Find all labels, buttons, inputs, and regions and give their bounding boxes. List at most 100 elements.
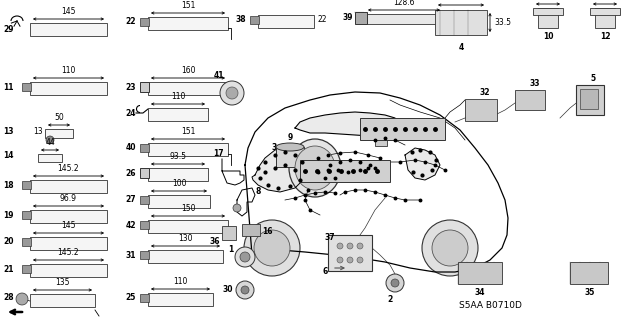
Text: 34: 34	[475, 288, 485, 297]
Bar	[148, 220, 228, 233]
Text: 12: 12	[600, 32, 611, 41]
Text: 145: 145	[61, 7, 76, 16]
Text: 16: 16	[262, 227, 273, 236]
Polygon shape	[295, 112, 398, 136]
Bar	[140, 251, 149, 259]
Bar	[30, 82, 107, 95]
Text: 14: 14	[3, 152, 14, 160]
Bar	[576, 85, 604, 115]
Text: 10: 10	[543, 32, 553, 41]
Text: 50: 50	[600, 0, 610, 1]
Text: 6: 6	[323, 268, 328, 277]
Text: 25: 25	[125, 293, 136, 302]
Bar	[148, 250, 223, 263]
Bar	[148, 195, 210, 208]
Bar	[250, 16, 259, 24]
Polygon shape	[405, 148, 440, 180]
Bar	[458, 262, 502, 284]
Text: 11: 11	[3, 83, 14, 92]
Text: 5: 5	[591, 74, 596, 83]
Text: 135: 135	[55, 278, 70, 287]
Circle shape	[16, 293, 28, 305]
Text: 42: 42	[125, 220, 136, 229]
Circle shape	[337, 243, 343, 249]
Text: 31: 31	[125, 250, 136, 259]
Ellipse shape	[289, 139, 341, 197]
Circle shape	[233, 204, 241, 212]
Text: 130: 130	[179, 234, 193, 243]
Text: 44: 44	[45, 138, 55, 147]
Text: 160: 160	[180, 66, 195, 75]
Polygon shape	[252, 148, 310, 192]
Ellipse shape	[276, 143, 304, 151]
Text: 3: 3	[272, 144, 277, 152]
Text: 110: 110	[173, 277, 188, 286]
Text: 40: 40	[125, 144, 136, 152]
Circle shape	[240, 252, 250, 262]
Text: 13: 13	[33, 127, 43, 136]
Text: 8: 8	[255, 188, 260, 197]
Text: 24: 24	[125, 108, 136, 117]
Bar	[140, 168, 149, 178]
Text: 33: 33	[530, 79, 540, 88]
Bar	[22, 83, 31, 91]
Circle shape	[46, 136, 54, 144]
Bar	[140, 196, 149, 204]
Bar	[30, 23, 107, 36]
Bar	[148, 82, 228, 95]
Bar	[22, 211, 31, 219]
Bar	[140, 82, 149, 92]
Text: 36: 36	[209, 238, 220, 247]
Text: 17: 17	[213, 149, 224, 158]
Bar	[22, 265, 31, 273]
Text: 20: 20	[3, 238, 14, 247]
Bar	[30, 294, 95, 307]
Circle shape	[386, 274, 404, 292]
Bar	[45, 129, 73, 138]
Bar	[148, 293, 213, 306]
Text: 7: 7	[328, 243, 334, 253]
Text: 110: 110	[171, 92, 185, 101]
Text: 50: 50	[54, 113, 64, 122]
Bar	[365, 14, 443, 24]
Bar	[258, 15, 314, 28]
Circle shape	[422, 220, 478, 276]
Bar	[375, 136, 387, 146]
Bar	[30, 180, 107, 193]
Text: 2: 2	[387, 295, 392, 304]
Circle shape	[357, 257, 363, 263]
Text: 33.5: 33.5	[494, 18, 511, 27]
Text: 22: 22	[125, 18, 136, 26]
Bar	[300, 160, 390, 182]
Circle shape	[391, 279, 399, 287]
Text: 151: 151	[181, 127, 195, 136]
Text: 145.2: 145.2	[58, 164, 79, 173]
Text: 23: 23	[125, 83, 136, 92]
Circle shape	[432, 230, 468, 266]
Circle shape	[347, 243, 353, 249]
Text: 9: 9	[287, 133, 292, 142]
Text: 19: 19	[3, 211, 14, 219]
Bar	[148, 168, 208, 181]
Text: 35: 35	[585, 288, 595, 297]
Text: 15: 15	[385, 121, 396, 130]
Text: 28: 28	[3, 293, 14, 301]
Bar	[242, 224, 260, 236]
Text: 27: 27	[125, 196, 136, 204]
Ellipse shape	[295, 146, 335, 190]
Bar	[140, 144, 149, 152]
Text: 29: 29	[3, 26, 14, 34]
Text: 110: 110	[61, 66, 76, 75]
Circle shape	[244, 220, 300, 276]
Bar	[148, 143, 228, 156]
Text: 30: 30	[223, 286, 233, 294]
Bar	[140, 18, 149, 26]
Bar	[22, 181, 31, 189]
Text: 145: 145	[61, 221, 76, 230]
Bar	[590, 8, 620, 15]
Text: 145.2: 145.2	[58, 248, 79, 257]
Circle shape	[337, 257, 343, 263]
Text: 1: 1	[228, 244, 233, 254]
Circle shape	[220, 81, 244, 105]
Text: S5AA B0710D: S5AA B0710D	[459, 300, 522, 309]
